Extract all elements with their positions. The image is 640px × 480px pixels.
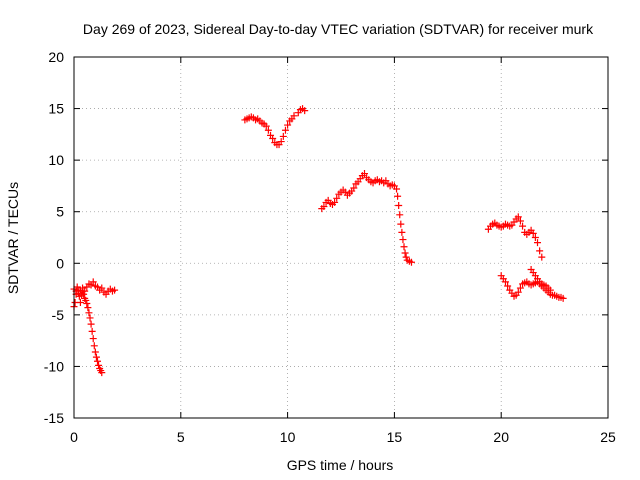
data-point [519, 222, 527, 230]
x-tick-label: 15 [387, 429, 403, 445]
data-point [514, 288, 522, 296]
data-point [401, 249, 409, 257]
data-point [393, 185, 401, 193]
plot-frame [73, 56, 609, 419]
data-point [279, 132, 287, 140]
data-point [531, 234, 539, 241]
data-point [89, 278, 97, 286]
y-tick-label: -10 [44, 358, 64, 374]
data-point [87, 320, 95, 328]
y-tick-label: 15 [48, 101, 64, 117]
data-point [281, 126, 289, 134]
y-tick-label: 10 [48, 152, 64, 168]
data-point [262, 122, 270, 130]
data-point [529, 229, 537, 237]
data-point [93, 357, 101, 365]
data-point [88, 327, 96, 335]
data-point [284, 121, 292, 129]
axis-ticks: 0 5 10 15 20 25 -15 -10 -5 0 5 10 15 20 [44, 49, 616, 445]
y-axis-label: SDTVAR / TECUs [5, 182, 21, 294]
data-point [536, 247, 544, 255]
data-point [399, 236, 407, 244]
data-point [290, 112, 298, 120]
data-point [83, 300, 91, 308]
series-segment-1b [70, 278, 119, 298]
data-point [360, 170, 368, 178]
data-point [396, 211, 404, 219]
data-point [331, 198, 339, 206]
data-point [501, 278, 509, 286]
data-point [82, 296, 90, 304]
data-point [85, 309, 93, 317]
data-point [559, 294, 567, 302]
data-point [407, 258, 415, 266]
x-tick-label: 5 [177, 429, 185, 445]
data-point [397, 220, 405, 228]
data-point [546, 286, 554, 294]
y-tick-label: 5 [56, 204, 64, 220]
data-point [504, 282, 512, 290]
data-point [402, 253, 410, 261]
data-point [90, 342, 98, 350]
data-point [534, 239, 542, 247]
data-point [80, 290, 88, 298]
data-point [98, 369, 106, 377]
x-tick-label: 25 [600, 429, 616, 445]
data-point [81, 287, 89, 295]
data-point [98, 284, 106, 292]
data-point [86, 314, 94, 322]
data-point [269, 134, 277, 142]
grid [74, 57, 608, 418]
y-tick-label: 20 [48, 49, 64, 65]
data-point [394, 192, 402, 200]
series-segment-3 [318, 170, 415, 266]
x-tick-label: 10 [280, 429, 296, 445]
data-point [111, 286, 119, 294]
data-point [398, 228, 406, 236]
data-marks [70, 105, 567, 377]
x-tick-label: 20 [493, 429, 509, 445]
data-point [516, 217, 524, 225]
data-point [92, 353, 100, 361]
series-segment-4b [497, 272, 567, 302]
series-segment-4a [484, 213, 546, 261]
data-point [301, 107, 309, 115]
data-point [350, 184, 358, 192]
data-point [95, 361, 103, 369]
data-point [395, 202, 403, 210]
data-point [514, 213, 522, 221]
series-segment-2 [241, 105, 309, 149]
data-point [84, 304, 92, 312]
series-segment-4c [527, 265, 554, 294]
data-point [333, 194, 341, 202]
y-tick-label: 0 [56, 255, 64, 271]
data-point [76, 298, 84, 306]
series-segment-1a [70, 283, 106, 377]
data-point [538, 253, 546, 261]
data-point [277, 138, 285, 146]
x-tick-label: 0 [70, 429, 78, 445]
data-point [320, 203, 328, 211]
data-point [264, 126, 272, 134]
x-axis-label: GPS time / hours [287, 457, 394, 473]
y-tick-label: -15 [44, 410, 64, 426]
y-tick-label: -5 [52, 307, 65, 323]
data-point [516, 284, 524, 292]
data-point [400, 243, 408, 251]
chart-title: Day 269 of 2023, Sidereal Day-to-day VTE… [83, 21, 594, 37]
data-point [91, 348, 99, 356]
data-point [89, 335, 97, 343]
